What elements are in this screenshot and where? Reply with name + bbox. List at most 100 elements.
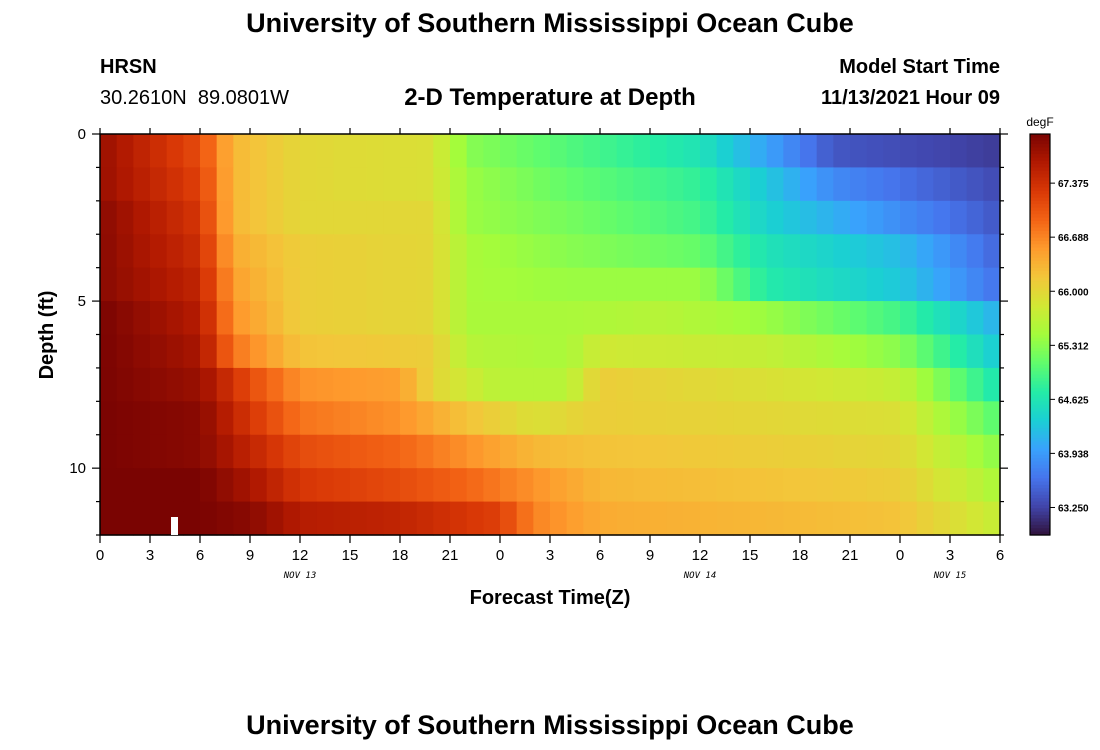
heatmap-cell bbox=[416, 434, 434, 469]
footer-title: University of Southern Mississippi Ocean… bbox=[246, 710, 854, 740]
heatmap-cell bbox=[800, 468, 818, 503]
heatmap-cell bbox=[450, 301, 468, 336]
heatmap-cell bbox=[233, 234, 251, 269]
heatmap-cell bbox=[800, 234, 818, 269]
heatmap-cell bbox=[450, 468, 468, 503]
heatmap-cell bbox=[400, 434, 418, 469]
heatmap-cell bbox=[900, 167, 918, 202]
page-title: University of Southern Mississippi Ocean… bbox=[246, 8, 854, 38]
colorbar-swatch bbox=[1030, 264, 1050, 269]
heatmap-cell bbox=[566, 468, 584, 503]
heatmap-cell bbox=[116, 200, 134, 235]
heatmap-cell bbox=[283, 267, 301, 302]
heatmap-cell bbox=[316, 167, 334, 202]
x-tick-label: 6 bbox=[196, 547, 204, 564]
colorbar-swatch bbox=[1030, 317, 1050, 322]
colorbar-swatch bbox=[1030, 281, 1050, 285]
heatmap-cell bbox=[316, 434, 334, 469]
colorbar-swatch bbox=[1030, 414, 1050, 419]
colorbar-tick-label: 63.250 bbox=[1058, 503, 1089, 514]
heatmap-cell bbox=[800, 367, 818, 402]
heatmap-cell bbox=[950, 200, 968, 235]
colorbar-swatch bbox=[1030, 514, 1050, 519]
heatmap-cell bbox=[650, 167, 668, 202]
heatmap-cell bbox=[816, 301, 834, 336]
colorbar-swatch bbox=[1030, 170, 1050, 175]
heatmap-cell bbox=[850, 200, 868, 235]
colorbar-swatch bbox=[1030, 184, 1050, 189]
colorbar-tick-label: 64.625 bbox=[1058, 395, 1089, 406]
heatmap-cell bbox=[316, 401, 334, 436]
heatmap-cell bbox=[700, 234, 718, 269]
colorbar-swatch bbox=[1030, 461, 1050, 466]
heatmap-cell bbox=[833, 367, 851, 402]
heatmap-cell bbox=[733, 234, 751, 269]
heatmap-cell bbox=[950, 367, 968, 402]
heatmap-cell bbox=[600, 401, 618, 436]
heatmap-cell bbox=[116, 301, 134, 336]
heatmap-cell bbox=[150, 134, 168, 169]
heatmap-cell bbox=[100, 301, 118, 336]
heatmap-cell bbox=[900, 401, 918, 436]
heatmap-cell bbox=[850, 401, 868, 436]
colorbar-swatch bbox=[1030, 294, 1050, 299]
heatmap-cell bbox=[700, 468, 718, 503]
colorbar-swatch bbox=[1030, 147, 1050, 152]
colorbar-swatch bbox=[1030, 351, 1050, 356]
time-marker bbox=[171, 517, 178, 535]
heatmap-cell bbox=[866, 234, 884, 269]
heatmap-cell bbox=[950, 167, 968, 202]
colorbar-swatch bbox=[1030, 374, 1050, 379]
heatmap-cell bbox=[516, 234, 534, 269]
heatmap-cell bbox=[433, 434, 451, 469]
heatmap-cell bbox=[533, 401, 551, 436]
colorbar-swatch bbox=[1030, 521, 1050, 526]
heatmap-cell bbox=[100, 501, 118, 536]
heatmap-cell bbox=[683, 434, 701, 469]
heatmap-cell bbox=[750, 134, 768, 169]
x-tick-label: 9 bbox=[646, 547, 654, 564]
heatmap-cell bbox=[116, 367, 134, 402]
heatmap-cell bbox=[533, 501, 551, 536]
heatmap-cell bbox=[683, 301, 701, 336]
heatmap-cell bbox=[666, 401, 684, 436]
heatmap-cell bbox=[300, 200, 318, 235]
heatmap-cell bbox=[800, 167, 818, 202]
heatmap-cell bbox=[816, 501, 834, 536]
heatmap-cell bbox=[183, 234, 201, 269]
x-tick-label: 12 bbox=[692, 547, 709, 564]
heatmap-cell bbox=[266, 267, 284, 302]
heatmap-cell bbox=[783, 367, 801, 402]
heatmap-cell bbox=[250, 301, 268, 336]
heatmap-cell bbox=[716, 434, 734, 469]
colorbar-swatch bbox=[1030, 187, 1050, 192]
heatmap-cell bbox=[483, 167, 501, 202]
y-tick-label: 0 bbox=[78, 126, 86, 143]
heatmap-cell bbox=[516, 501, 534, 536]
heatmap-cell bbox=[233, 134, 251, 169]
heatmap-cell bbox=[266, 468, 284, 503]
heatmap-cell bbox=[483, 334, 501, 369]
heatmap-cell bbox=[850, 434, 868, 469]
heatmap-cell bbox=[166, 334, 184, 369]
heatmap-cell bbox=[666, 134, 684, 169]
heatmap-cell bbox=[650, 267, 668, 302]
heatmap-cell bbox=[533, 167, 551, 202]
heatmap-cell bbox=[883, 134, 901, 169]
heatmap-cell bbox=[950, 301, 968, 336]
heatmap-cell bbox=[600, 367, 618, 402]
heatmap-cell bbox=[266, 367, 284, 402]
heatmap-cell bbox=[550, 301, 568, 336]
heatmap-cell bbox=[283, 200, 301, 235]
heatmap-cell bbox=[500, 367, 518, 402]
heatmap-cell bbox=[316, 367, 334, 402]
heatmap-cell bbox=[566, 134, 584, 169]
colorbar-swatch bbox=[1030, 220, 1050, 225]
heatmap-cell bbox=[166, 367, 184, 402]
heatmap-cell bbox=[616, 267, 634, 302]
heatmap-cell bbox=[216, 367, 234, 402]
heatmap-cell bbox=[850, 167, 868, 202]
heatmap-cell bbox=[183, 267, 201, 302]
colorbar-swatch bbox=[1030, 301, 1050, 306]
heatmap-cell bbox=[633, 401, 651, 436]
